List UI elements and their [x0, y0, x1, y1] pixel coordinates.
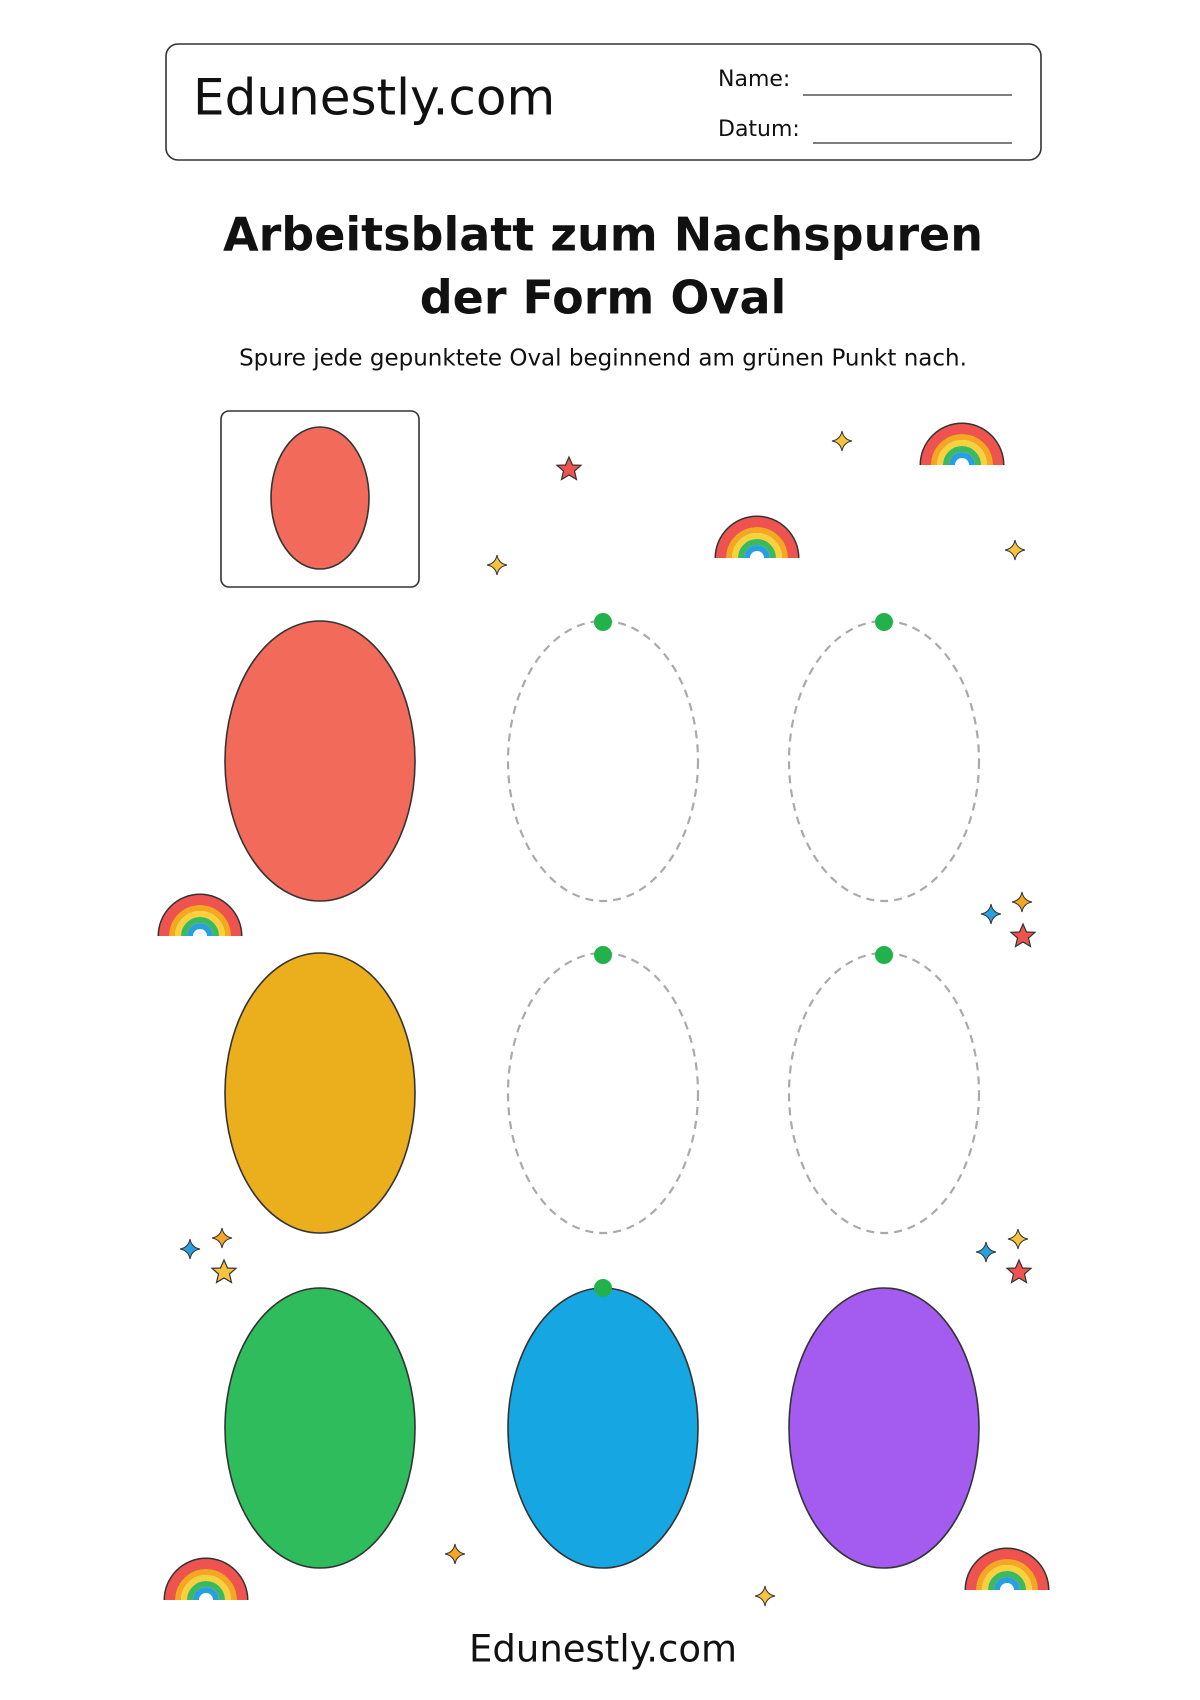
date-label: Datum: — [718, 117, 800, 142]
sparkle — [754, 1585, 776, 1607]
start-dot — [875, 946, 893, 964]
title-line: der Form Oval — [420, 271, 787, 325]
sparkle — [444, 1543, 466, 1565]
star — [1010, 923, 1036, 948]
title-line: Arbeitsblatt zum Nachspuren — [223, 208, 983, 262]
dotted-oval — [506, 951, 700, 1235]
dotted-oval — [787, 619, 981, 903]
rainbow — [971, 1554, 1043, 1590]
dotted-oval — [506, 619, 700, 903]
example-oval — [270, 426, 370, 570]
sparkle — [486, 554, 508, 576]
sparkle — [211, 1227, 233, 1249]
oval-grid — [224, 613, 981, 1569]
rainbow — [721, 522, 793, 558]
solid-oval — [507, 1287, 699, 1569]
sparkle — [1011, 891, 1033, 913]
start-dot — [594, 946, 612, 964]
start-dot — [594, 1279, 612, 1297]
brand: Edunestly.com — [193, 69, 555, 127]
instructions: Spure jede gepunktete Oval beginnend am … — [239, 346, 967, 372]
star — [1006, 1259, 1032, 1284]
sparkle — [975, 1241, 997, 1263]
solid-oval — [224, 1287, 416, 1569]
solid-oval — [224, 952, 416, 1234]
star — [211, 1259, 237, 1284]
sparkle — [980, 903, 1002, 925]
sparkle — [1007, 1228, 1029, 1250]
rainbow — [170, 1564, 242, 1600]
header-box — [165, 43, 1042, 161]
start-dot — [594, 613, 612, 631]
sparkle — [831, 430, 853, 452]
start-dot — [875, 613, 893, 631]
solid-oval — [224, 620, 416, 902]
sparkle — [1004, 539, 1026, 561]
solid-oval — [788, 1287, 980, 1569]
footer: Edunestly.com — [469, 1628, 737, 1671]
star — [556, 456, 582, 481]
rainbow — [164, 900, 236, 936]
name-label: Name: — [718, 67, 790, 92]
rainbow — [926, 429, 998, 465]
example-box — [220, 410, 420, 588]
dotted-oval — [787, 951, 981, 1235]
sparkle — [179, 1238, 201, 1260]
